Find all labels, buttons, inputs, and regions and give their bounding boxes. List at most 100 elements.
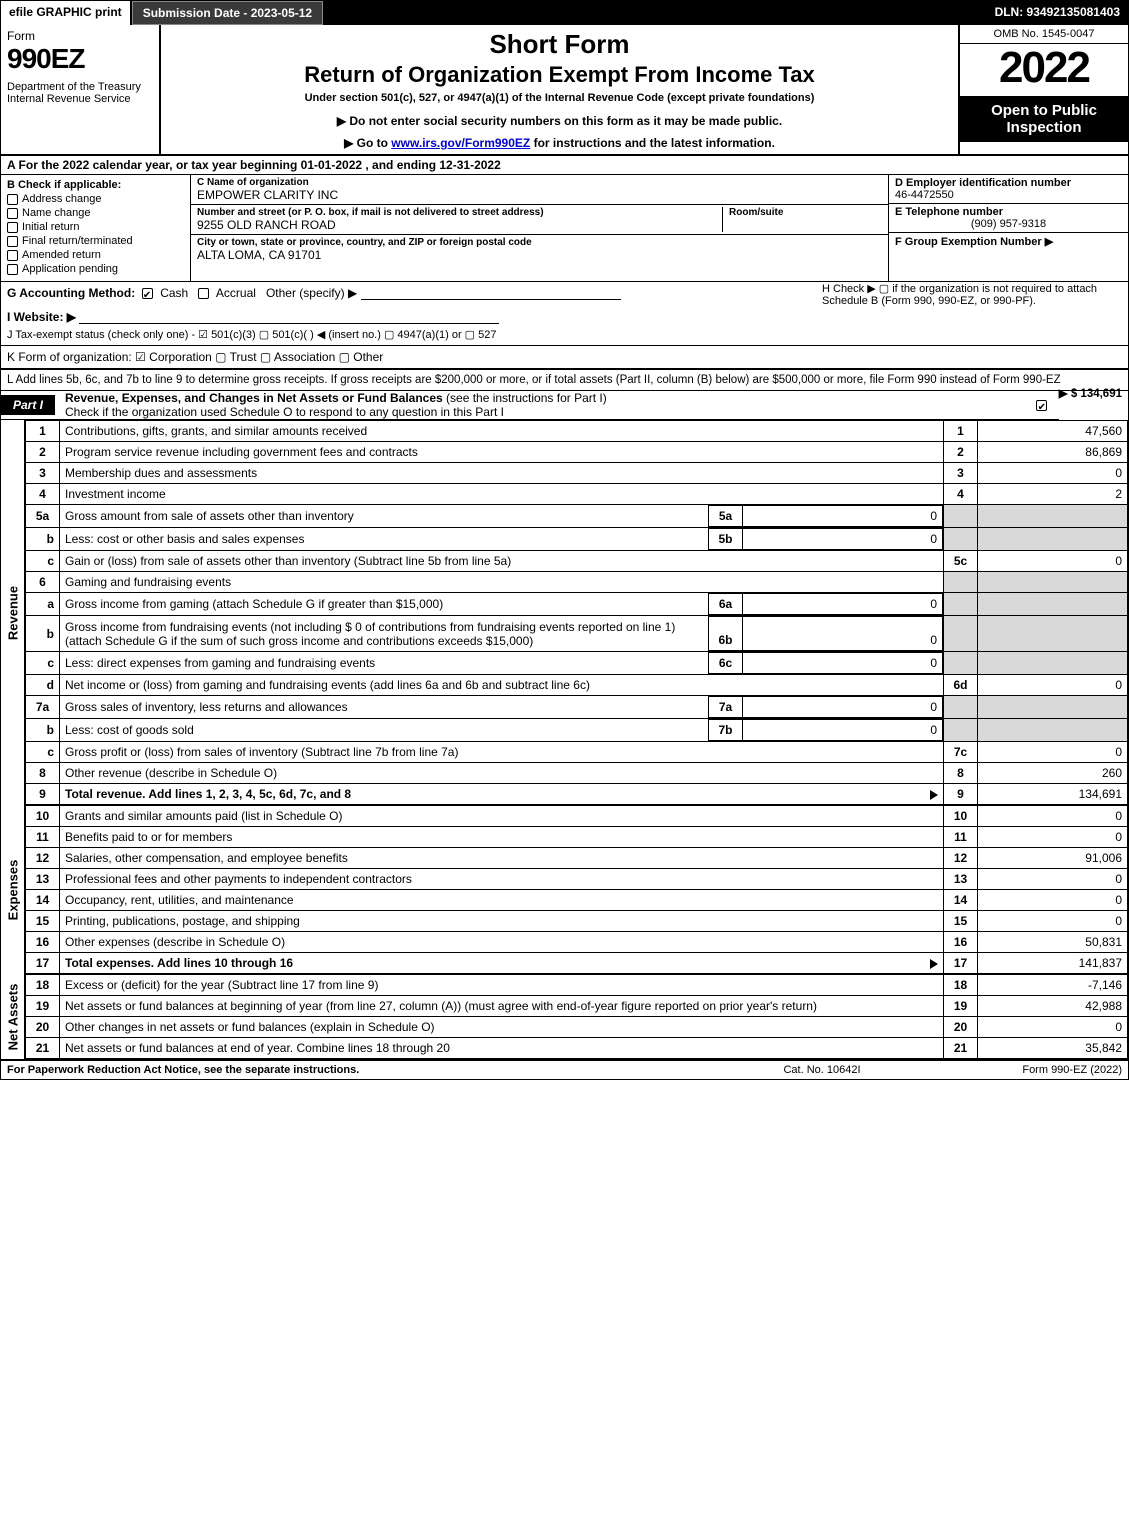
header-left: Form 990EZ Department of the Treasury In… bbox=[1, 25, 161, 154]
form-footer-id: Form 990-EZ (2022) bbox=[922, 1064, 1122, 1076]
line-7c: cGross profit or (loss) from sales of in… bbox=[26, 742, 1128, 763]
under-section: Under section 501(c), 527, or 4947(a)(1)… bbox=[167, 92, 952, 104]
line-7a: 7aGross sales of inventory, less returns… bbox=[26, 696, 1128, 719]
k-form-of-org: K Form of organization: ☑ Corporation ▢ … bbox=[1, 346, 1128, 370]
line-9: 9Total revenue. Add lines 1, 2, 3, 4, 5c… bbox=[26, 784, 1128, 805]
chk-initial-return[interactable]: Initial return bbox=[7, 221, 184, 233]
netassets-table: 18Excess or (deficit) for the year (Subt… bbox=[25, 974, 1128, 1059]
line-12: 12Salaries, other compensation, and empl… bbox=[26, 848, 1128, 869]
chk-schedule-o[interactable] bbox=[1036, 400, 1047, 411]
form-header: Form 990EZ Department of the Treasury In… bbox=[1, 25, 1128, 156]
return-title: Return of Organization Exempt From Incom… bbox=[167, 62, 952, 88]
ein-label: D Employer identification number bbox=[895, 177, 1122, 189]
topbar-spacer bbox=[323, 1, 986, 25]
part-i-title: Revenue, Expenses, and Changes in Net As… bbox=[55, 391, 1029, 419]
paperwork-notice: For Paperwork Reduction Act Notice, see … bbox=[7, 1064, 722, 1076]
chk-name-change[interactable]: Name change bbox=[7, 207, 184, 219]
chk-amended-return[interactable]: Amended return bbox=[7, 249, 184, 261]
expenses-section: Expenses 10Grants and similar amounts pa… bbox=[1, 805, 1128, 974]
org-name: EMPOWER CLARITY INC bbox=[197, 188, 882, 202]
part-i-header: Part I Revenue, Expenses, and Changes in… bbox=[1, 391, 1059, 420]
l-gross-receipts: L Add lines 5b, 6c, and 7b to line 9 to … bbox=[1, 370, 1128, 391]
revenue-section: Revenue 1Contributions, gifts, grants, a… bbox=[1, 420, 1128, 805]
i-website: I Website: ▶ bbox=[7, 310, 1122, 324]
omb-number: OMB No. 1545-0047 bbox=[960, 25, 1128, 44]
room-label: Room/suite bbox=[729, 207, 882, 218]
form-990ez-page: efile GRAPHIC print Submission Date - 20… bbox=[0, 0, 1129, 1080]
line-6: 6Gaming and fundraising events bbox=[26, 572, 1128, 593]
top-bar: efile GRAPHIC print Submission Date - 20… bbox=[1, 1, 1128, 25]
form-word: Form bbox=[7, 29, 153, 43]
page-footer: For Paperwork Reduction Act Notice, see … bbox=[1, 1061, 1128, 1079]
arrow-icon bbox=[930, 790, 938, 800]
irs-link[interactable]: www.irs.gov/Form990EZ bbox=[391, 136, 530, 150]
line-13: 13Professional fees and other payments t… bbox=[26, 869, 1128, 890]
open-to-public: Open to Public Inspection bbox=[960, 96, 1128, 142]
part-i-check-text: Check if the organization used Schedule … bbox=[65, 405, 504, 419]
h-schedule-b: H Check ▶ ▢ if the organization is not r… bbox=[822, 282, 1122, 307]
j-tax-exempt: J Tax-exempt status (check only one) - ☑… bbox=[7, 328, 1122, 341]
l-amount: ▶ $ 134,691 bbox=[1059, 386, 1122, 400]
line-4: 4Investment income42 bbox=[26, 484, 1128, 505]
part-i-tag: Part I bbox=[1, 395, 55, 415]
line-3: 3Membership dues and assessments30 bbox=[26, 463, 1128, 484]
col-b-checkboxes: B Check if applicable: Address change Na… bbox=[1, 175, 191, 281]
netassets-vlabel: Net Assets bbox=[1, 974, 25, 1059]
street-label: Number and street (or P. O. box, if mail… bbox=[197, 207, 722, 218]
netassets-section: Net Assets 18Excess or (deficit) for the… bbox=[1, 974, 1128, 1061]
line-16: 16Other expenses (describe in Schedule O… bbox=[26, 932, 1128, 953]
group-exemption-label: F Group Exemption Number ▶ bbox=[895, 235, 1122, 248]
chk-accrual[interactable] bbox=[198, 288, 209, 299]
line-5c: cGain or (loss) from sale of assets othe… bbox=[26, 551, 1128, 572]
chk-address-change[interactable]: Address change bbox=[7, 193, 184, 205]
line-19: 19Net assets or fund balances at beginni… bbox=[26, 996, 1128, 1017]
accounting-method-block: H Check ▶ ▢ if the organization is not r… bbox=[1, 282, 1128, 346]
line-14: 14Occupancy, rent, utilities, and mainte… bbox=[26, 890, 1128, 911]
submission-date: Submission Date - 2023-05-12 bbox=[132, 1, 323, 25]
other-specify-line[interactable] bbox=[361, 286, 621, 300]
tel-label: E Telephone number bbox=[895, 206, 1122, 218]
line-5a: 5aGross amount from sale of assets other… bbox=[26, 505, 1128, 528]
line-11: 11Benefits paid to or for members110 bbox=[26, 827, 1128, 848]
line-18: 18Excess or (deficit) for the year (Subt… bbox=[26, 975, 1128, 996]
line-10: 10Grants and similar amounts paid (list … bbox=[26, 806, 1128, 827]
city-row: City or town, state or province, country… bbox=[191, 235, 888, 264]
chk-final-return[interactable]: Final return/terminated bbox=[7, 235, 184, 247]
form-number: 990EZ bbox=[7, 43, 153, 75]
chk-cash[interactable] bbox=[142, 288, 153, 299]
efile-print-label[interactable]: efile GRAPHIC print bbox=[1, 1, 132, 25]
line-21: 21Net assets or fund balances at end of … bbox=[26, 1038, 1128, 1059]
revenue-table: 1Contributions, gifts, grants, and simil… bbox=[25, 420, 1128, 805]
goto-line: ▶ Go to www.irs.gov/Form990EZ for instru… bbox=[167, 136, 952, 150]
col-c-org-info: C Name of organization EMPOWER CLARITY I… bbox=[191, 175, 888, 281]
do-not-enter: ▶ Do not enter social security numbers o… bbox=[167, 114, 952, 128]
short-form-title: Short Form bbox=[167, 29, 952, 60]
section-b-c-d: B Check if applicable: Address change Na… bbox=[1, 175, 1128, 282]
line-2: 2Program service revenue including gover… bbox=[26, 442, 1128, 463]
goto-pre: ▶ Go to bbox=[344, 136, 391, 150]
revenue-vlabel: Revenue bbox=[1, 420, 25, 805]
header-center: Short Form Return of Organization Exempt… bbox=[161, 25, 958, 154]
line-6c: cLess: direct expenses from gaming and f… bbox=[26, 652, 1128, 675]
ein-value: 46-4472550 bbox=[895, 189, 1122, 201]
arrow-icon bbox=[930, 959, 938, 969]
line-20: 20Other changes in net assets or fund ba… bbox=[26, 1017, 1128, 1038]
line-6a: aGross income from gaming (attach Schedu… bbox=[26, 593, 1128, 616]
dept-label: Department of the Treasury Internal Reve… bbox=[7, 81, 153, 105]
tax-year: 2022 bbox=[960, 44, 1128, 96]
dln-label: DLN: 93492135081403 bbox=[987, 1, 1128, 25]
street-row: Number and street (or P. O. box, if mail… bbox=[191, 205, 888, 235]
expenses-table: 10Grants and similar amounts paid (list … bbox=[25, 805, 1128, 974]
line-7b: bLess: cost of goods sold7b0 bbox=[26, 719, 1128, 742]
line-5b: bLess: cost or other basis and sales exp… bbox=[26, 528, 1128, 551]
line-15: 15Printing, publications, postage, and s… bbox=[26, 911, 1128, 932]
line-1: 1Contributions, gifts, grants, and simil… bbox=[26, 421, 1128, 442]
line-17: 17Total expenses. Add lines 10 through 1… bbox=[26, 953, 1128, 974]
chk-application-pending[interactable]: Application pending bbox=[7, 263, 184, 275]
tel-value: (909) 957-9318 bbox=[895, 218, 1122, 230]
city-value: ALTA LOMA, CA 91701 bbox=[197, 248, 882, 262]
line-8: 8Other revenue (describe in Schedule O)8… bbox=[26, 763, 1128, 784]
website-line[interactable] bbox=[79, 310, 499, 324]
org-name-label: C Name of organization bbox=[197, 177, 882, 188]
line-6d: dNet income or (loss) from gaming and fu… bbox=[26, 675, 1128, 696]
